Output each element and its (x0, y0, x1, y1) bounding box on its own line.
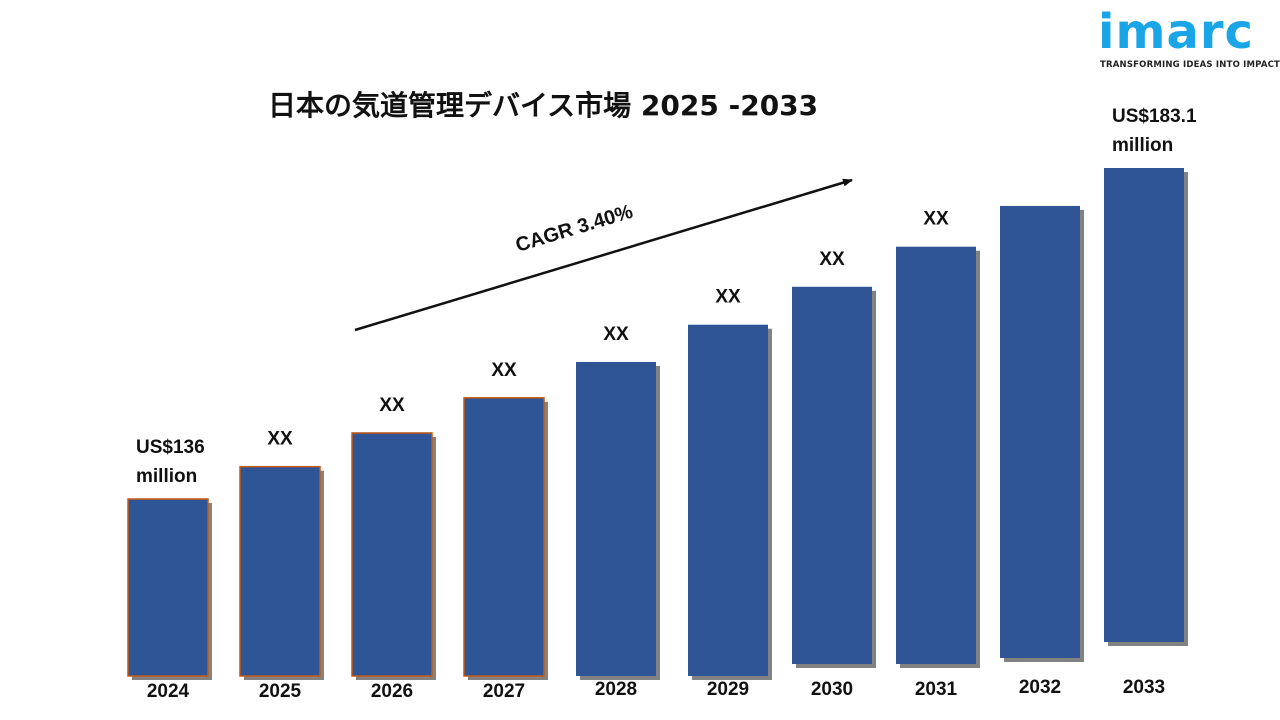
data-label: XX (819, 249, 845, 270)
bar-2027 (463, 397, 545, 677)
labels-layer: 2024 US$136 million 2025 XX 2026 XX 2027 XX 2028 X… (136, 106, 1197, 702)
data-label: million (136, 466, 197, 487)
data-label: XX (715, 287, 741, 308)
logo-tagline: TRANSFORMING IDEAS INTO IMPACT (1100, 60, 1280, 70)
bar-2031 (896, 246, 976, 664)
data-label: US$136 (136, 437, 205, 458)
x-tick-label: 2026 (371, 681, 413, 702)
chart-title: 日本の気道管理デバイス市場 2025 -2033 (268, 89, 819, 122)
cagr-annotation: CAGR 3.40% (354, 178, 853, 332)
bar-2028 (576, 361, 656, 676)
imarc-logo: imarc TRANSFORMING IDEAS INTO IMPACT (1098, 2, 1280, 74)
cagr-arrow (354, 178, 853, 332)
data-label: XX (923, 209, 949, 230)
x-tick-label: 2033 (1123, 677, 1165, 698)
x-tick-label: 2027 (483, 681, 525, 702)
data-label: XX (379, 395, 405, 416)
x-tick-label: 2025 (259, 681, 302, 702)
data-label: XX (491, 360, 517, 381)
bars-layer (127, 168, 1188, 680)
bar-2025 (239, 465, 321, 677)
bar-2033 (1104, 168, 1184, 642)
x-tick-label: 2030 (811, 679, 853, 700)
bar-2032 (1000, 205, 1080, 659)
data-label: million (1112, 135, 1173, 156)
data-label: US$183.1 (1112, 106, 1197, 127)
cagr-label: CAGR 3.40% (513, 201, 636, 257)
data-label: XX (267, 429, 293, 450)
bar-2030 (792, 286, 872, 664)
x-tick-label: 2032 (1019, 677, 1061, 698)
logo-wordmark: imarc (1098, 4, 1254, 60)
x-tick-label: 2024 (147, 681, 190, 702)
data-label: XX (603, 324, 629, 345)
bar-2026 (351, 432, 433, 677)
x-tick-label: 2029 (707, 679, 749, 700)
bar-2024 (127, 498, 209, 677)
bar-2029 (688, 324, 768, 676)
x-tick-label: 2028 (595, 679, 637, 700)
x-tick-label: 2031 (915, 679, 958, 700)
